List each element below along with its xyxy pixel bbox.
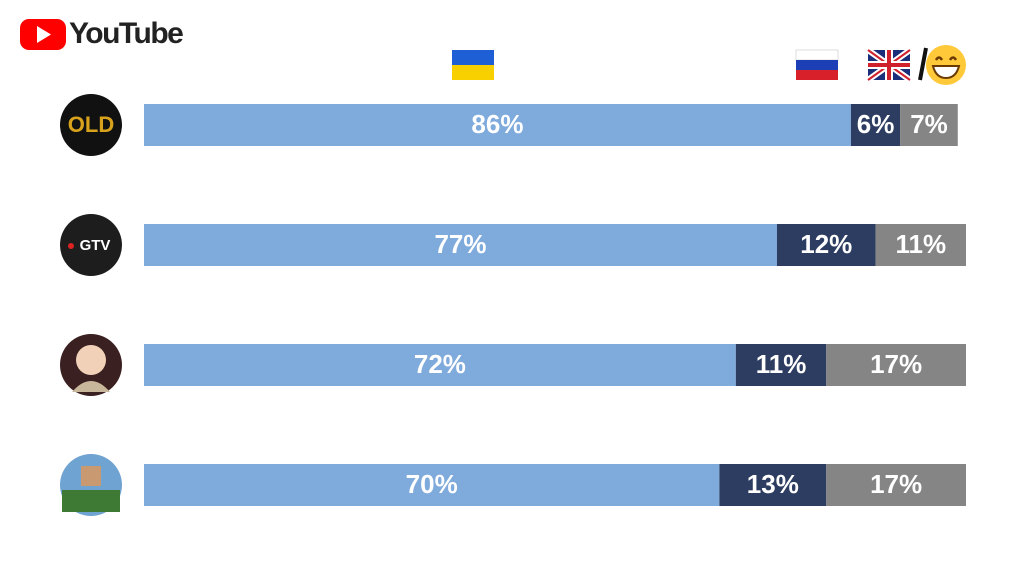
bar-segment xyxy=(719,464,827,506)
value-label: 70% xyxy=(406,469,458,499)
svg-text:GTV: GTV xyxy=(80,237,111,254)
flag-ukraine xyxy=(452,50,494,80)
bar-segment xyxy=(144,224,777,266)
chart-title: YouTube xyxy=(69,17,183,50)
bar-segment xyxy=(875,224,966,266)
bar-segment xyxy=(776,224,876,266)
avatar: GTV xyxy=(60,214,122,276)
bar-segment xyxy=(144,464,720,506)
svg-text:OLD: OLD xyxy=(68,112,114,137)
value-label: 72% xyxy=(414,349,466,379)
value-label: 7% xyxy=(910,109,948,139)
value-label: 17% xyxy=(870,349,922,379)
value-label: 77% xyxy=(434,229,486,259)
bar-segment xyxy=(900,104,958,146)
bar-segment xyxy=(144,344,736,386)
flag-russia xyxy=(795,49,839,80)
value-label: 17% xyxy=(870,469,922,499)
flag-uk xyxy=(866,47,912,83)
slash xyxy=(918,47,928,81)
avatar xyxy=(60,454,122,516)
emoji-grin xyxy=(926,45,966,85)
value-label: 11% xyxy=(895,229,946,259)
bar-segment xyxy=(735,344,827,386)
value-label: 6% xyxy=(857,109,895,139)
bar-segment xyxy=(850,104,901,146)
youtube-logo: YouTube xyxy=(20,17,185,50)
logo-play xyxy=(37,26,51,43)
avatar xyxy=(60,334,122,396)
bar-segment xyxy=(144,104,851,146)
bar-segment xyxy=(826,464,966,506)
value-label: 12% xyxy=(800,229,852,259)
bar-segment xyxy=(826,344,966,386)
avatar: OLD xyxy=(60,94,122,156)
value-label: 13% xyxy=(747,469,799,499)
value-label: 86% xyxy=(471,109,523,139)
value-label: 11% xyxy=(756,349,807,379)
